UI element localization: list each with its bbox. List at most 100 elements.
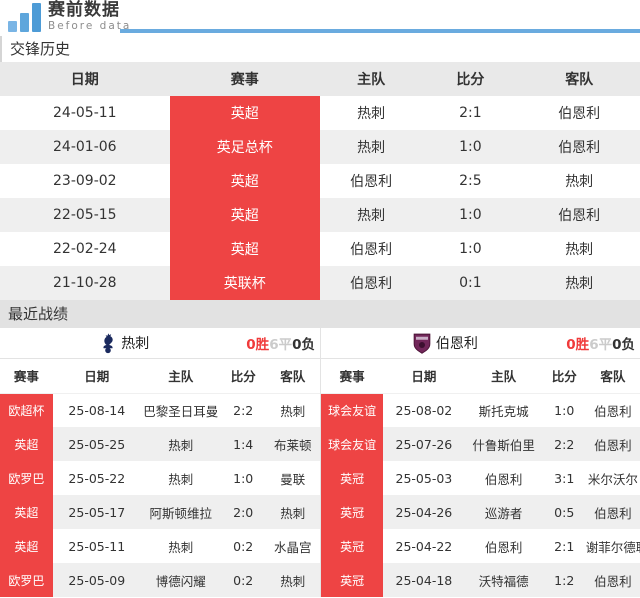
h2h-col-date: 日期 — [0, 62, 170, 96]
match-score: 1:0 — [233, 470, 254, 486]
bar-chart-icon — [32, 2, 41, 32]
home-team: 伯恩利 — [484, 471, 523, 487]
match-date: 25-05-11 — [68, 538, 126, 554]
competition-badge: 英冠 — [321, 563, 384, 597]
away-team: 伯恩利 — [585, 427, 640, 461]
record-wins: 0胜 — [566, 337, 590, 353]
table-row: 球会友谊 25-08-02 斯托克城 1:0 伯恩利 — [321, 393, 640, 427]
match-date: 24-01-06 — [0, 130, 170, 164]
record-draws: 6平 — [589, 337, 613, 353]
away-team: 伯恩利 — [558, 106, 601, 122]
table-row: 欧超杯 25-08-14 巴黎圣日耳曼 2:2 热刺 — [0, 393, 320, 427]
away-team: 布莱顿 — [265, 427, 320, 461]
away-team: 热刺 — [280, 403, 306, 419]
home-team: 博德闪耀 — [140, 563, 221, 597]
col-score: 比分 — [220, 359, 266, 394]
home-team: 伯恩利 — [484, 539, 523, 555]
away-team: 热刺 — [265, 495, 320, 529]
home-team: 斯托克城 — [478, 403, 529, 419]
competition-badge: 英超 — [169, 198, 320, 232]
match-score: 0:2 — [233, 538, 254, 554]
table-row: 英冠 25-04-18 沃特福德 1:2 伯恩利 — [321, 563, 640, 597]
team-identity: 热刺 — [0, 332, 250, 354]
match-date: 25-04-22 — [395, 538, 453, 554]
site-logo: 赛前数据 Before data — [8, 2, 131, 32]
table-row: 23-09-02 英超 伯恩利 2:5 热刺 — [0, 164, 640, 198]
home-team: 巡游者 — [464, 495, 543, 529]
match-date: 22-05-15 — [0, 198, 170, 232]
away-team: 谢菲尔德联 — [585, 539, 640, 555]
away-team: 伯恩利 — [518, 198, 640, 232]
match-date: 25-07-26 — [383, 427, 465, 461]
home-team: 热刺 — [319, 198, 423, 232]
h2h-col-competition: 赛事 — [169, 62, 320, 96]
bar-chart-icon — [20, 12, 29, 32]
match-score: 2:1 — [459, 105, 482, 121]
team-header-tottenham: 热刺 0胜6平0负 — [0, 328, 320, 358]
match-date: 25-05-22 — [68, 470, 126, 486]
h2h-table: 日期 赛事 主队 比分 客队 24-05-11 英超 热刺 2:1 伯恩利 24… — [0, 62, 640, 300]
match-score: 0:1 — [422, 266, 519, 300]
table-row: 24-05-11 英超 热刺 2:1 伯恩利 — [0, 96, 640, 130]
burnley-crest-icon — [413, 333, 431, 354]
match-date: 25-04-18 — [383, 563, 465, 597]
home-team: 热刺 — [168, 539, 194, 555]
match-score: 2:1 — [554, 538, 575, 554]
competition-badge: 英联杯 — [169, 266, 320, 300]
team-identity: 伯恩利 — [321, 333, 570, 354]
home-team: 热刺 — [357, 106, 386, 122]
competition-badge: 英足总杯 — [169, 130, 320, 164]
team-record: 0胜6平0负 — [246, 333, 315, 353]
away-team: 伯恩利 — [585, 495, 640, 529]
match-score: 3:1 — [554, 470, 575, 486]
away-team: 热刺 — [265, 563, 320, 597]
match-date: 23-09-02 — [53, 173, 117, 189]
table-row: 英冠 25-04-26 巡游者 0:5 伯恩利 — [321, 495, 640, 529]
recent-header-row: 赛事 日期 主队 比分 客队 — [0, 359, 320, 394]
away-team: 伯恩利 — [518, 130, 640, 164]
competition-badge: 英超 — [0, 427, 53, 461]
away-team: 伯恩利 — [585, 563, 640, 597]
col-competition: 赛事 — [0, 359, 53, 394]
match-score: 2:0 — [220, 495, 266, 529]
away-team: 曼联 — [280, 471, 306, 487]
competition-badge: 欧超杯 — [0, 393, 53, 427]
table-row: 欧罗巴 25-05-22 热刺 1:0 曼联 — [0, 461, 320, 495]
recent-section-title: 最近战绩 — [0, 300, 640, 328]
away-team: 热刺 — [565, 242, 594, 258]
competition-badge: 英冠 — [321, 529, 384, 563]
competition-badge: 英超 — [169, 164, 320, 198]
h2h-header-row: 日期 赛事 主队 比分 客队 — [0, 62, 640, 96]
bar-chart-icon — [8, 2, 41, 32]
match-score: 2:5 — [459, 173, 482, 189]
table-row: 24-01-06 英足总杯 热刺 1:0 伯恩利 — [0, 130, 640, 164]
col-away: 客队 — [585, 359, 640, 394]
match-score: 1:0 — [422, 130, 519, 164]
col-home: 主队 — [464, 359, 543, 394]
home-team: 什鲁斯伯里 — [464, 427, 543, 461]
competition-badge: 欧罗巴 — [0, 563, 53, 597]
match-date: 25-05-25 — [52, 427, 141, 461]
team-name: 伯恩利 — [435, 336, 478, 352]
away-team: 热刺 — [565, 174, 594, 190]
match-date: 25-08-02 — [395, 402, 453, 418]
away-team: 伯恩利 — [594, 403, 632, 419]
home-team: 热刺 — [140, 427, 221, 461]
match-score: 1:2 — [542, 563, 586, 597]
competition-badge: 英超 — [0, 495, 53, 529]
h2h-section-title: 交锋历史 — [0, 36, 640, 62]
match-date: 25-04-26 — [383, 495, 465, 529]
table-row: 英超 25-05-17 阿斯顿维拉 2:0 热刺 — [0, 495, 320, 529]
logo-text: 赛前数据 Before data — [48, 2, 131, 32]
recent-header-row: 赛事 日期 主队 比分 客队 — [321, 359, 640, 394]
table-row: 英超 25-05-11 热刺 0:2 水晶宫 — [0, 529, 320, 563]
competition-badge: 英超 — [169, 96, 320, 130]
table-row: 球会友谊 25-07-26 什鲁斯伯里 2:2 伯恩利 — [321, 427, 640, 461]
team-record: 0胜6平0负 — [566, 333, 635, 353]
match-score: 1:4 — [220, 427, 266, 461]
col-score: 比分 — [542, 359, 586, 394]
match-score: 0:5 — [542, 495, 586, 529]
competition-badge: 英冠 — [321, 461, 384, 495]
table-row: 英超 25-05-25 热刺 1:4 布莱顿 — [0, 427, 320, 461]
match-score: 2:2 — [233, 402, 254, 418]
